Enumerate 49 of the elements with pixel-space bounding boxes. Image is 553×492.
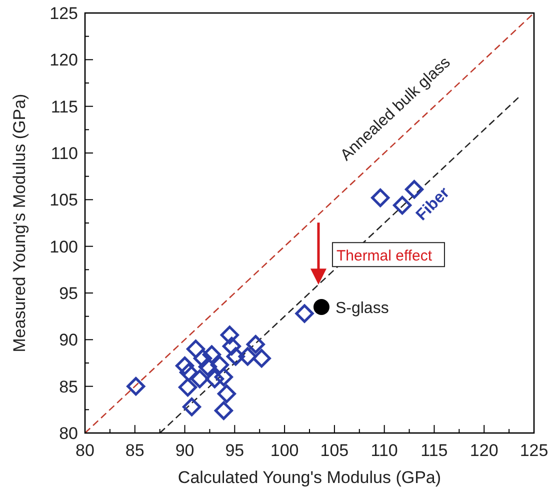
point <box>202 345 222 364</box>
point <box>175 356 194 376</box>
x-tick-label: 105 <box>320 441 349 460</box>
y-tick-label: 115 <box>50 97 78 116</box>
point <box>193 349 212 368</box>
point <box>392 196 412 215</box>
x-tick-label: 120 <box>470 441 498 460</box>
point <box>198 357 218 376</box>
point <box>179 363 198 382</box>
point <box>222 336 241 356</box>
point <box>226 347 245 366</box>
y-tick-label: 125 <box>50 4 78 23</box>
y-tick-label: 100 <box>50 237 78 256</box>
x-tick-label: 110 <box>370 441 398 460</box>
y-tick-label: 85 <box>59 377 78 396</box>
y-tick-label: 120 <box>50 50 78 70</box>
y-tick-label: 110 <box>50 144 78 163</box>
x-tick-label: 95 <box>225 441 244 460</box>
point <box>126 377 146 396</box>
point <box>186 340 206 358</box>
x-tick-label: 100 <box>270 441 299 460</box>
x-axis-title: Calculated Young's Modulus (GPa) <box>178 468 442 487</box>
annotation: Thermal effect <box>336 248 433 265</box>
point <box>178 378 198 397</box>
point <box>238 347 257 366</box>
point <box>246 335 265 354</box>
point <box>210 356 229 374</box>
x-tick-label: 80 <box>76 441 94 460</box>
point <box>371 188 390 208</box>
point <box>252 349 271 368</box>
point <box>220 326 239 344</box>
point <box>214 368 233 386</box>
y-tick-label: 80 <box>59 424 78 443</box>
y-tick-label: 95 <box>59 284 78 303</box>
x-tick-label: 90 <box>175 441 194 460</box>
y-axis-title: Measured Young's Modulus (GPa) <box>10 94 29 352</box>
x-tick-label: 85 <box>125 441 144 460</box>
y-tick-label: 90 <box>59 330 78 350</box>
point <box>214 401 233 420</box>
point <box>295 304 314 323</box>
point <box>217 384 236 404</box>
point <box>205 370 224 388</box>
series-label: S-glass <box>335 300 389 317</box>
x-tick-label: 125 <box>520 441 548 460</box>
point <box>313 299 330 315</box>
point <box>190 370 210 388</box>
y-tick-label: 105 <box>50 190 78 210</box>
point <box>182 398 202 416</box>
x-tick-label: 115 <box>420 441 448 460</box>
